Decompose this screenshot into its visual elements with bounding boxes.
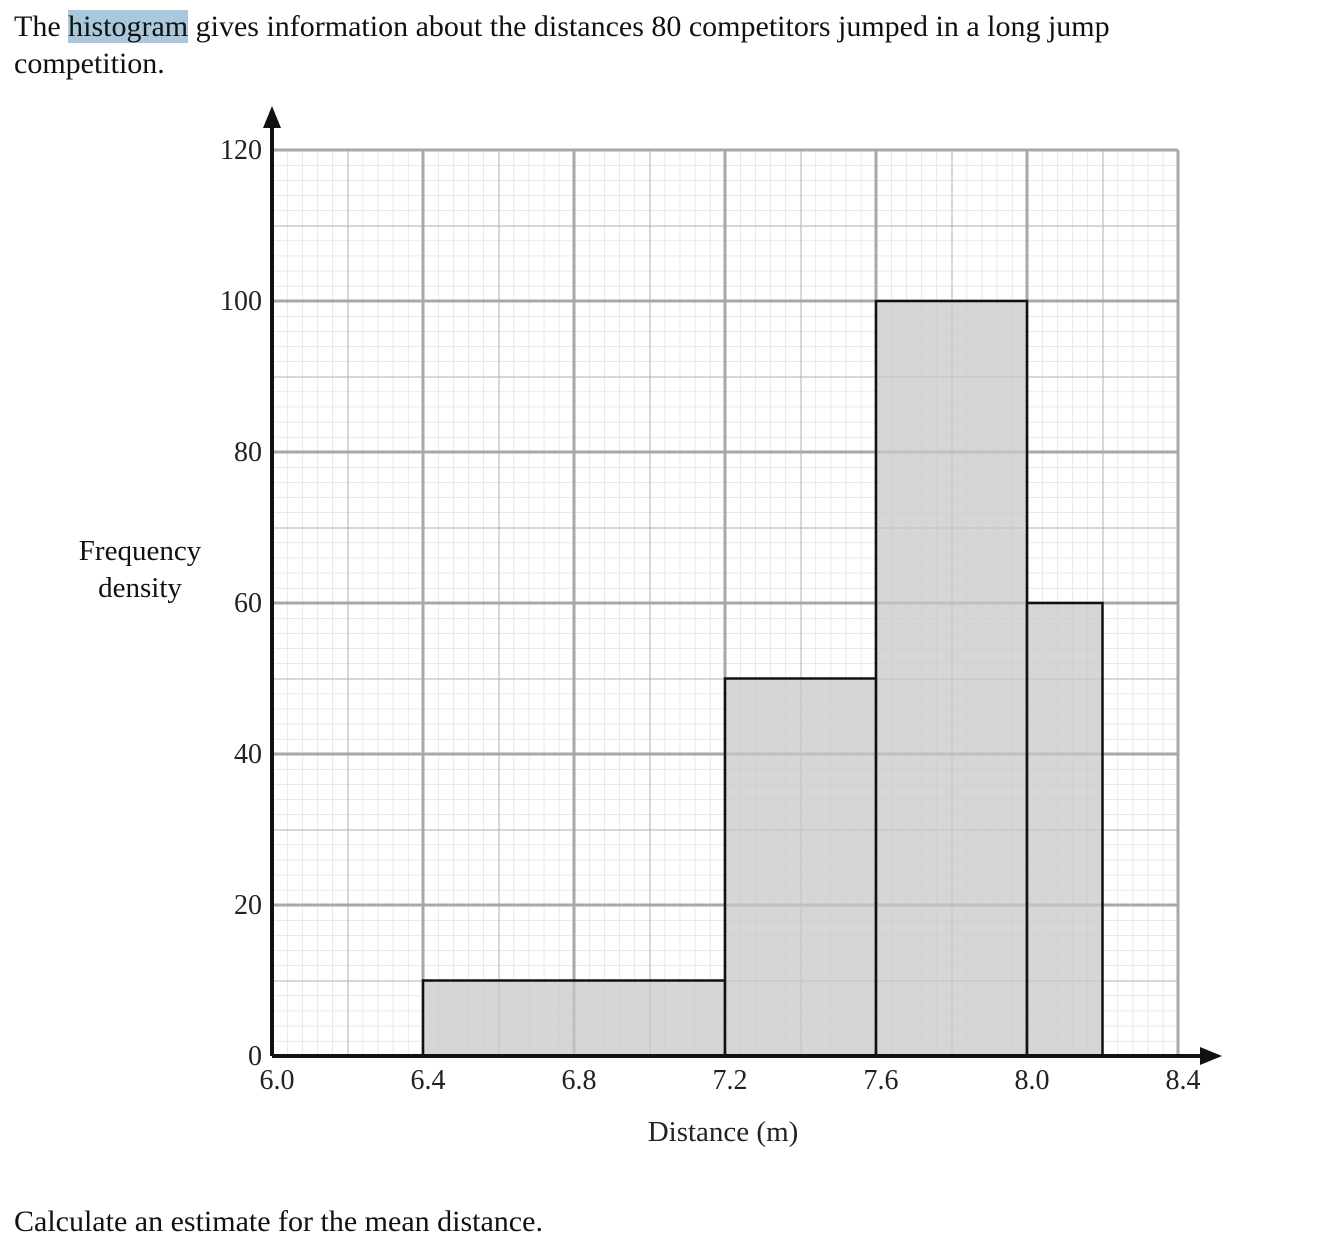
x-tick-label: 7.2 — [713, 1065, 748, 1096]
y-tick-label: 40 — [234, 739, 262, 770]
bar — [421, 979, 727, 1058]
y-tick-label: 120 — [220, 135, 262, 166]
y-axis-label: Frequency density — [78, 535, 202, 604]
bar — [723, 677, 878, 1058]
x-arrow — [1200, 1047, 1222, 1065]
y-tick-label: 0 — [248, 1041, 262, 1072]
y-arrow — [263, 106, 281, 128]
x-tick-label: 6.8 — [562, 1065, 597, 1096]
y-tick-label: 60 — [234, 588, 262, 619]
x-axis-label: Distance (m) — [648, 1116, 799, 1148]
y-tick-label: 80 — [234, 437, 262, 468]
x-tick-label: 8.0 — [1015, 1065, 1050, 1096]
x-tick-label: 7.6 — [864, 1065, 899, 1096]
bar — [874, 299, 1029, 1058]
intro-text: gives information about the distances 80… — [14, 10, 1110, 80]
y-tick-label: 20 — [234, 890, 262, 921]
y-tick-label: 100 — [220, 286, 262, 317]
intro: The histogram gives information about th… — [14, 8, 1144, 82]
intro-text: The — [14, 10, 69, 43]
question: Calculate an estimate for the mean dista… — [14, 1205, 543, 1238]
x-tick-label: 6.4 — [411, 1065, 446, 1096]
x-tick-label: 8.4 — [1166, 1065, 1201, 1096]
x-tick-label: 6.0 — [260, 1065, 295, 1096]
highlighted-word[interactable]: histogram — [68, 10, 189, 43]
bar — [1025, 601, 1104, 1058]
